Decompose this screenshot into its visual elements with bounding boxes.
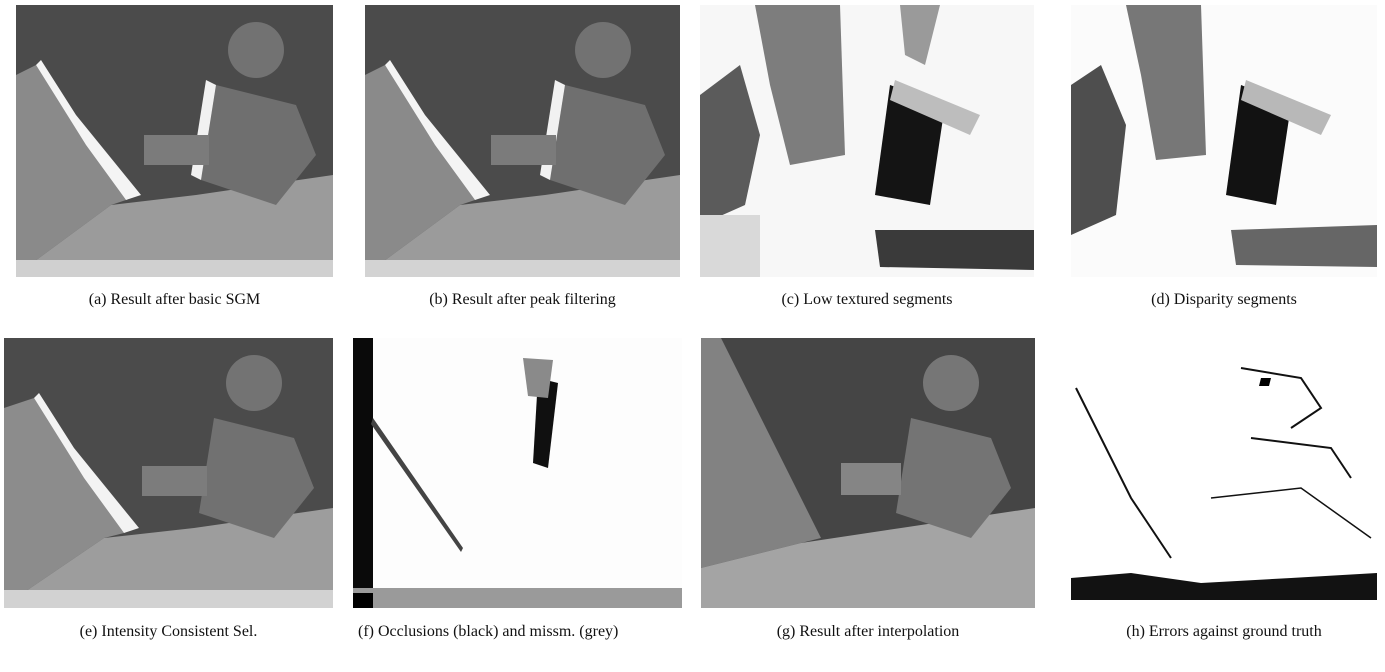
panel-f-image bbox=[353, 338, 682, 608]
caption-e: (e) Intensity Consistent Sel. bbox=[79, 623, 258, 640]
panel-c-image bbox=[700, 5, 1034, 277]
disparity-map-peak-filtered bbox=[365, 5, 680, 277]
segments-low-textured bbox=[700, 5, 1034, 277]
segments-disparity bbox=[1071, 5, 1377, 277]
caption-c: (c) Low textured segments bbox=[781, 291, 953, 308]
panel-g-image bbox=[701, 338, 1035, 608]
caption-g: (g) Result after interpolation bbox=[776, 623, 960, 640]
disparity-map-sgm bbox=[16, 5, 333, 277]
caption-b: (b) Result after peak filtering bbox=[429, 291, 616, 308]
disparity-map-interpolated bbox=[701, 338, 1035, 608]
panel-e-image bbox=[4, 338, 333, 608]
panel-a-image bbox=[16, 5, 333, 277]
intensity-consistent-selection bbox=[4, 338, 333, 608]
caption-d: (d) Disparity segments bbox=[1151, 291, 1297, 308]
panel-d-image bbox=[1071, 5, 1377, 277]
error-map bbox=[1071, 338, 1377, 608]
panel-b-image bbox=[365, 5, 680, 277]
caption-f: (f) Occlusions (black) and missm. (grey) bbox=[358, 623, 619, 640]
occlusion-mismatch-map bbox=[353, 338, 682, 608]
caption-h: (h) Errors against ground truth bbox=[1126, 623, 1322, 640]
panel-h-image bbox=[1071, 338, 1377, 608]
caption-a: (a) Result after basic SGM bbox=[88, 291, 261, 308]
